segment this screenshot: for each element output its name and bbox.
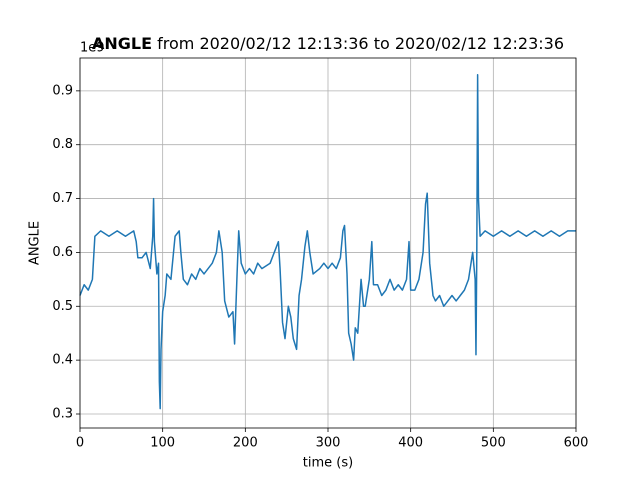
- x-tick-label: 400: [398, 436, 423, 451]
- x-tick-label: 100: [150, 436, 175, 451]
- x-tick-label: 200: [233, 436, 258, 451]
- y-tick-label: 0.6: [52, 245, 73, 260]
- x-tick-label: 500: [481, 436, 506, 451]
- y-tick-label: 0.8: [52, 137, 73, 152]
- y-tick-label: 0.9: [52, 83, 73, 98]
- axes-frame: [79, 57, 577, 429]
- chart-title: ANGLE from 2020/02/12 12:13:36 to 2020/0…: [92, 34, 564, 53]
- y-tick-label: 0.7: [52, 191, 73, 206]
- y-tick-label: 0.3: [52, 406, 73, 421]
- offset-label: 1e9: [80, 41, 105, 56]
- x-tick-label: 300: [316, 436, 341, 451]
- y-axis-label: ANGLE: [28, 221, 43, 265]
- x-tick-label: 600: [564, 436, 589, 451]
- x-axis-label: time (s): [303, 456, 353, 471]
- y-tick-label: 0.4: [52, 353, 73, 368]
- title-bold: ANGLE: [92, 34, 152, 53]
- title-rest: from 2020/02/12 12:13:36 to 2020/02/12 1…: [152, 34, 564, 53]
- data-line: [79, 73, 576, 410]
- y-tick-label: 0.5: [52, 299, 73, 314]
- x-tick-label: 0: [76, 436, 84, 451]
